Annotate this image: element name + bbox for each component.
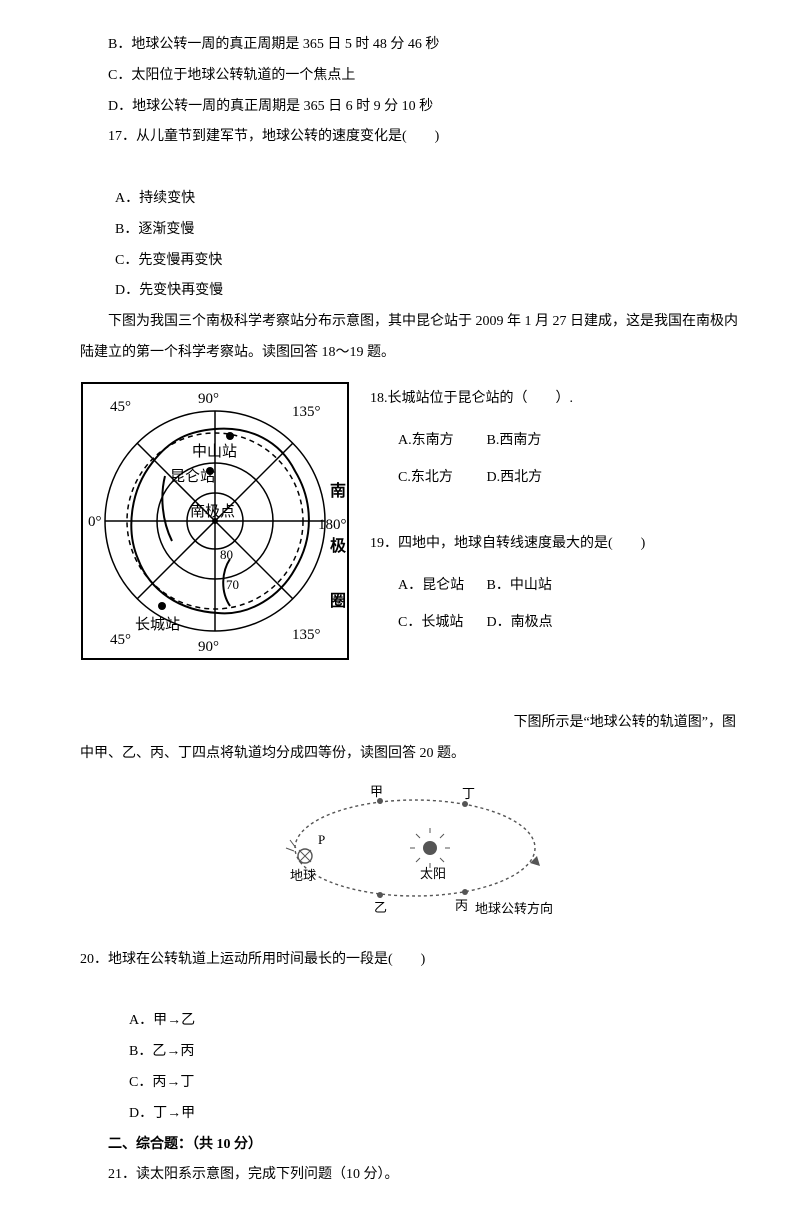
figure-and-q18-19: 45° 90° 135° 0° 180° 45° 90° 135° 中山站 昆仑… [80,381,740,674]
lbl-changcheng: 长城站 [135,616,180,633]
lbl-zhongshan: 中山站 [192,443,237,460]
q20-b: B．乙→丙 [87,1037,194,1068]
lbl-80: 80 [220,547,233,562]
lbl-bing: 丙 [455,898,468,913]
lbl-45bl: 45° [110,632,131,648]
q20-options: A．甲→乙 B．乙→丙 C．丙→丁 D．丁→甲 [80,976,740,1130]
changcheng-dot [158,602,166,610]
q17-options: A．持续变快 B．逐渐变慢 C．先变慢再变快 D．先变快再变慢 [80,153,740,307]
lbl-135tr: 135° [292,404,321,420]
lbl-pole: 南极点 [190,503,235,520]
question-18: 18.长城站位于昆仑站的（ ）. [370,381,645,417]
lbl-135br: 135° [292,627,321,643]
lbl-180: 180° [318,517,347,533]
zhongshan-dot [226,432,234,440]
pt-bing [462,889,468,895]
lbl-dir: 地球公转方向 [475,901,553,916]
lbl-sjq1: 南 [330,481,346,500]
lbl-90t: 90° [198,391,219,407]
intro-20-line2: 中甲、乙、丙、丁四点将轨道均分成四等份，读图回答 20 题。 [80,739,740,770]
q18-d: D.西北方 [487,460,572,496]
intro20a-text: 下图所示是“地球公转的轨道图”，图 [514,715,736,730]
q18-19-block: 18.长城站位于昆仑站的（ ）. A.东南方 B.西南方 C.东北方 D.西北方… [370,381,645,641]
lbl-jia: 甲 [370,784,383,799]
q17-d: D．先变快再变慢 [87,276,223,307]
lbl-0: 0° [88,514,102,530]
lbl-sjq3: 圈 [330,592,346,610]
section-2-heading: 二、综合题：（共 10 分） [80,1130,740,1161]
q17-c: C．先变慢再变快 [87,246,222,277]
option-b: B．地球公转一周的真正周期是 365 日 5 时 48 分 46 秒 [80,30,740,61]
q17-a: A．持续变快 [87,184,195,215]
orbit-figure: 甲 丁 乙 丙 P 地球 太阳 地球公转方向 [80,778,740,931]
sun-dot [423,841,437,855]
lbl-earth: 地球 [290,868,316,883]
q20-c: C．丙→丁 [87,1068,194,1099]
option-d: D．地球公转一周的真正周期是 365 日 6 时 9 分 10 秒 [80,92,740,123]
intro-20-line1: 下图所示是“地球公转的轨道图”，图 [80,678,740,740]
q20-d: D．丁→甲 [87,1099,195,1130]
arrow-icon [530,856,540,866]
lbl-yi: 乙 [374,900,387,915]
pt-yi [377,892,383,898]
lbl-90b: 90° [198,639,219,655]
lbl-45tl: 45° [110,399,131,415]
lbl-70: 70 [226,577,239,592]
lbl-p: P [318,832,325,847]
question-21: 21．读太阳系示意图，完成下列问题（10 分）。 [80,1160,740,1191]
question-20: 20．地球在公转轨道上运动所用时间最长的一段是( ) [80,945,740,976]
lbl-sun: 太阳 [420,866,446,881]
q19-opts-row1: A．昆仑站 B．中山站 [398,568,645,604]
question-19: 19．四地中，地球自转线速度最大的是( ) [370,526,645,562]
q19-b: B．中山站 [487,568,572,604]
antarctic-map: 45° 90° 135° 0° 180° 45° 90° 135° 中山站 昆仑… [80,381,350,674]
lbl-sjq2: 极 [330,536,347,555]
lbl-kunlun: 昆仑站 [170,468,215,485]
q18-c: C.东北方 [398,460,483,496]
q18-opts-row1: A.东南方 B.西南方 [398,423,645,459]
question-17: 17．从儿童节到建军节，地球公转的速度变化是( ) [80,122,740,153]
q19-opts-row2: C．长城站 D．南极点 [398,605,645,641]
q19-d: D．南极点 [487,605,572,641]
q18-opts-row2: C.东北方 D.西北方 [398,460,645,496]
lbl-ding: 丁 [462,786,475,801]
intro-18-19: 下图为我国三个南极科学考察站分布示意图，其中昆仑站于 2009 年 1 月 27… [80,307,740,369]
q18-a: A.东南方 [398,423,483,459]
option-c: C．太阳位于地球公转轨道的一个焦点上 [80,61,740,92]
q19-c: C．长城站 [398,605,483,641]
q18-b: B.西南方 [487,423,572,459]
pt-ding [462,801,468,807]
q20-a: A．甲→乙 [87,1006,195,1037]
q17-b: B．逐渐变慢 [87,215,194,246]
q19-a: A．昆仑站 [398,568,483,604]
